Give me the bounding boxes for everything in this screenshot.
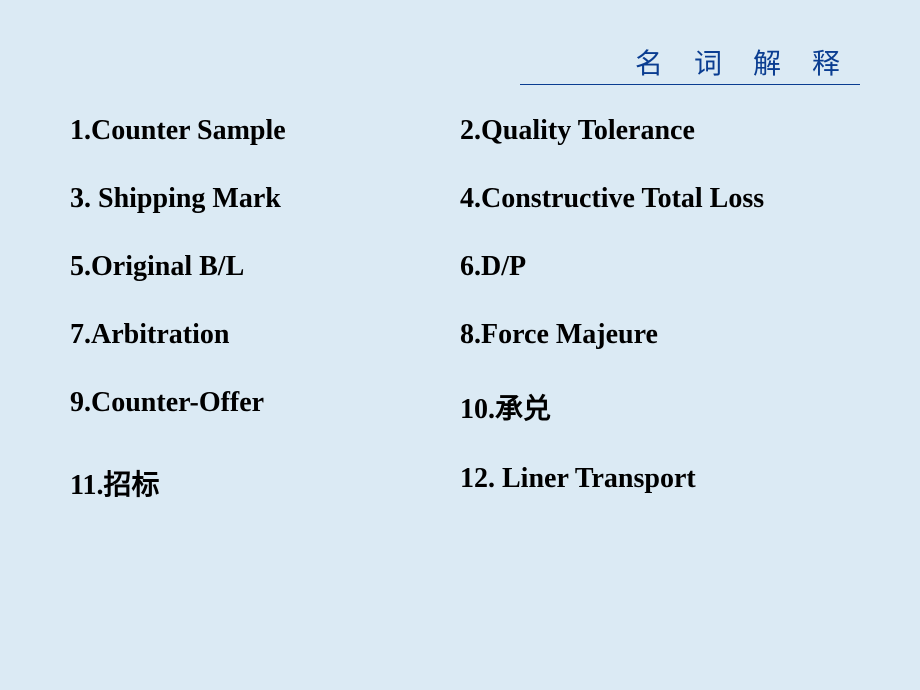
term-row: 5.Original B/L 6.D/P <box>70 251 860 283</box>
term-item: 4.Constructive Total Loss <box>460 183 860 215</box>
term-item: 9.Counter-Offer <box>70 387 460 427</box>
term-item: 7.Arbitration <box>70 319 460 351</box>
term-row: 9.Counter-Offer 10.承兑 <box>70 387 860 427</box>
term-item: 5.Original B/L <box>70 251 460 283</box>
page-title: 名 词 解 释 <box>520 42 860 84</box>
term-item: 11.招标 <box>70 463 460 503</box>
term-row: 1.Counter Sample 2.Quality Tolerance <box>70 115 860 147</box>
term-row: 7.Arbitration 8.Force Majeure <box>70 319 860 351</box>
terms-list: 1.Counter Sample 2.Quality Tolerance 3. … <box>70 115 860 539</box>
term-item: 1.Counter Sample <box>70 115 460 147</box>
term-item: 2.Quality Tolerance <box>460 115 860 147</box>
term-item: 8.Force Majeure <box>460 319 860 351</box>
term-item: 10.承兑 <box>460 387 860 427</box>
term-item: 3. Shipping Mark <box>70 183 460 215</box>
term-row: 3. Shipping Mark 4.Constructive Total Lo… <box>70 183 860 215</box>
term-item: 6.D/P <box>460 251 860 283</box>
term-item: 12. Liner Transport <box>460 463 860 503</box>
header-section: 名 词 解 释 <box>520 42 860 85</box>
term-row: 11.招标 12. Liner Transport <box>70 463 860 503</box>
